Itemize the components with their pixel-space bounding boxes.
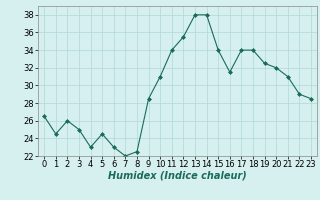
X-axis label: Humidex (Indice chaleur): Humidex (Indice chaleur) <box>108 171 247 181</box>
